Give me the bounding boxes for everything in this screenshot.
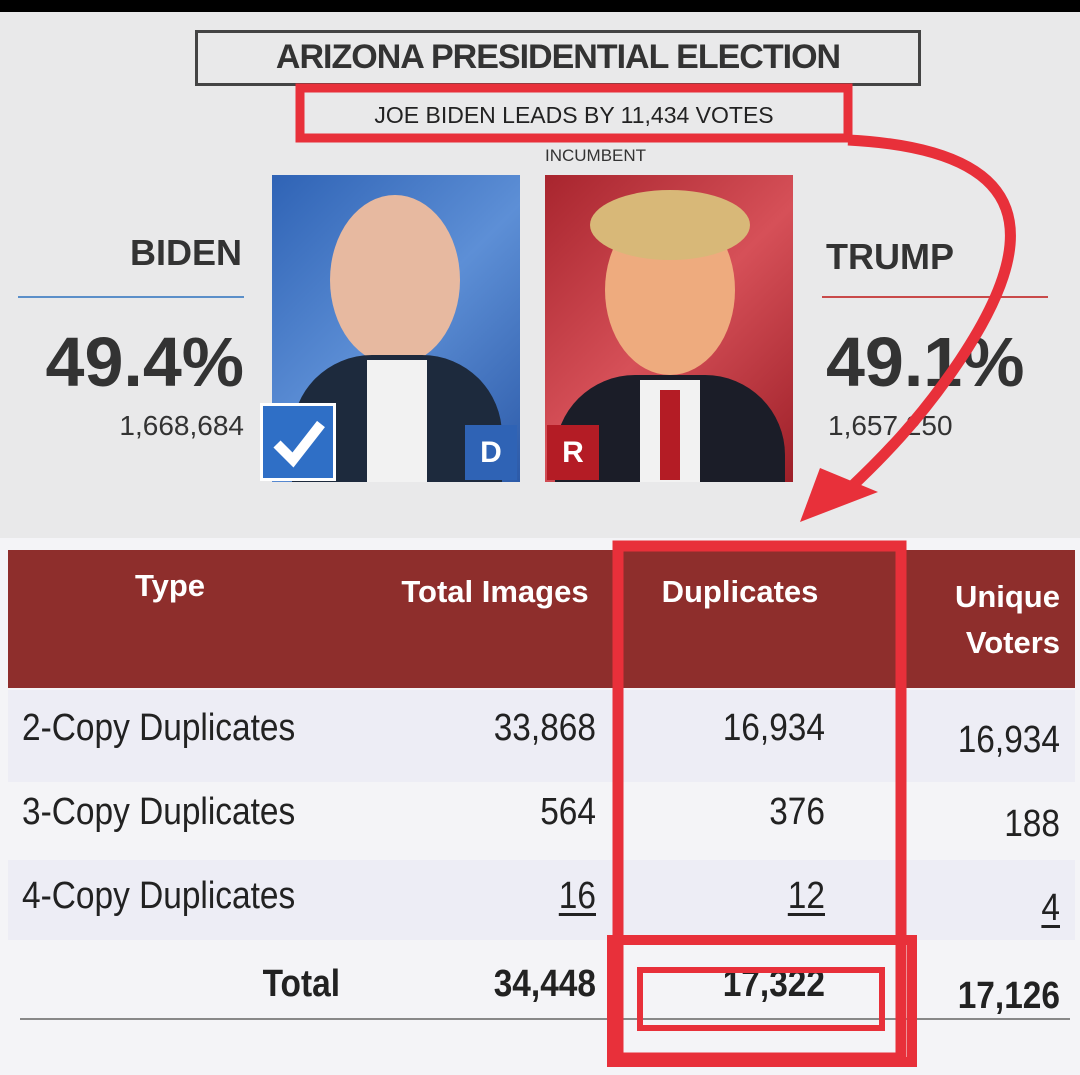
candidate-percent: 49.1% (826, 323, 1025, 401)
cell: 4 (1041, 887, 1060, 929)
arrow-head (800, 468, 878, 522)
candidate-name: BIDEN (129, 232, 242, 273)
column-header: Unique Voters (954, 579, 1060, 660)
row-label: 4-Copy Duplicates (22, 875, 296, 917)
candidate-votes: 1,668,684 (119, 410, 244, 441)
cell: 17,126 (957, 975, 1060, 1017)
divider (822, 296, 1048, 298)
candidate-votes: 1,657,250 (828, 410, 953, 441)
incumbent-label: INCUMBENT (545, 146, 647, 165)
cell: 33,868 (493, 707, 596, 749)
cell: 564 (540, 791, 596, 833)
cell: 188 (1004, 803, 1060, 845)
cell: 376 (769, 791, 825, 833)
winner-check (260, 403, 336, 481)
cell: 16,934 (722, 707, 825, 749)
top-bar (0, 0, 1080, 12)
cell: 34,448 (493, 963, 596, 1005)
cell: 16 (558, 875, 596, 917)
candidate-name: TRUMP (826, 236, 954, 277)
row-label: 3-Copy Duplicates (22, 791, 296, 833)
candidate-percent: 49.4% (45, 323, 244, 401)
column-header: Total Images (401, 574, 589, 609)
party-badge: R (547, 425, 599, 480)
row-label: Total (262, 963, 340, 1005)
total-rule (20, 1018, 1070, 1020)
party-badge: D (465, 425, 517, 480)
subtitle: JOE BIDEN LEADS BY 11,434 VOTES (374, 102, 774, 128)
highlight-box (612, 540, 907, 1064)
highlight-box (607, 935, 917, 1067)
title: ARIZONA PRESIDENTIAL ELECTION (275, 38, 841, 76)
highlight-box (295, 83, 853, 143)
highlight-box (637, 967, 885, 1031)
cell: 16,934 (957, 719, 1060, 761)
divider (18, 296, 244, 298)
arrow (844, 134, 1016, 495)
cell: 12 (787, 875, 825, 917)
column-header: Duplicates (661, 574, 819, 609)
column-header: Type (134, 568, 206, 603)
row-label: 2-Copy Duplicates (22, 707, 296, 749)
